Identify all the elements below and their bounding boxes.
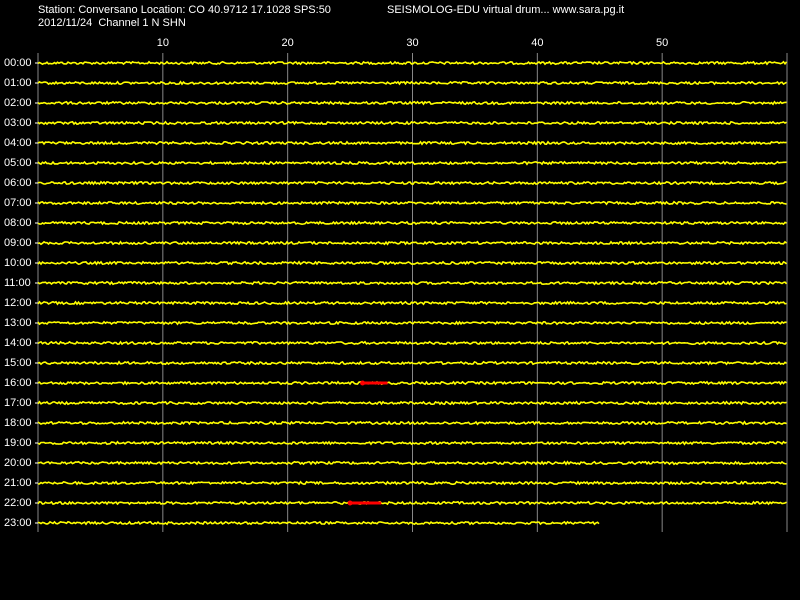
x-tick-label: 40: [531, 37, 543, 49]
trace: [37, 400, 787, 406]
trace: [37, 280, 788, 286]
trace: [37, 220, 787, 226]
row-label: 07:00: [4, 197, 32, 209]
trace: [37, 120, 787, 126]
row-label: 02:00: [4, 97, 32, 109]
row-label: 04:00: [4, 137, 32, 149]
trace: [37, 420, 787, 426]
trace: [37, 320, 787, 326]
trace: [37, 460, 787, 466]
trace: [37, 380, 787, 386]
trace: [37, 80, 787, 86]
row-label: 19:00: [4, 437, 32, 449]
row-label: 05:00: [4, 157, 32, 169]
row-label: 18:00: [4, 417, 32, 429]
x-tick-label: 20: [282, 37, 294, 49]
program-info: SEISMOLOG-EDU virtual drum... www.sara.p…: [387, 4, 624, 16]
trace: [37, 340, 788, 346]
row-label: 11:00: [4, 277, 31, 289]
row-label: 12:00: [4, 297, 32, 309]
trace: [37, 60, 788, 66]
trace: [37, 500, 787, 506]
row-label: 14:00: [4, 337, 32, 349]
trace: [37, 100, 787, 106]
trace: [37, 260, 788, 266]
row-label: 09:00: [4, 237, 32, 249]
row-label: 03:00: [4, 117, 32, 129]
x-tick-label: 30: [406, 37, 418, 49]
row-label: 23:00: [4, 517, 32, 529]
station-info: Station: Conversano Location: CO 40.9712…: [38, 4, 331, 16]
trace: [37, 140, 787, 146]
row-label: 22:00: [4, 497, 32, 509]
trace: [37, 520, 600, 526]
row-label: 21:00: [4, 477, 32, 489]
row-label: 01:00: [4, 77, 32, 89]
trace: [37, 240, 787, 246]
event-onset: [360, 380, 366, 386]
trace: [37, 360, 787, 366]
row-label: 20:00: [4, 457, 32, 469]
trace: [37, 180, 787, 186]
row-label: 06:00: [4, 177, 32, 189]
date-channel: 2012/11/24 Channel 1 N SHN: [38, 17, 186, 29]
trace: [37, 160, 787, 166]
row-label: 15:00: [4, 357, 32, 369]
trace: [37, 200, 787, 206]
trace: [37, 440, 787, 446]
trace: [37, 300, 787, 306]
x-tick-label: 10: [157, 37, 169, 49]
x-tick-label: 50: [656, 37, 668, 49]
row-label: 08:00: [4, 217, 32, 229]
row-label: 00:00: [4, 57, 32, 69]
row-label: 17:00: [4, 397, 32, 409]
trace: [37, 480, 787, 486]
row-label: 16:00: [4, 377, 32, 389]
event-onset: [347, 500, 353, 506]
row-label: 10:00: [4, 257, 32, 269]
row-label: 13:00: [4, 317, 32, 329]
